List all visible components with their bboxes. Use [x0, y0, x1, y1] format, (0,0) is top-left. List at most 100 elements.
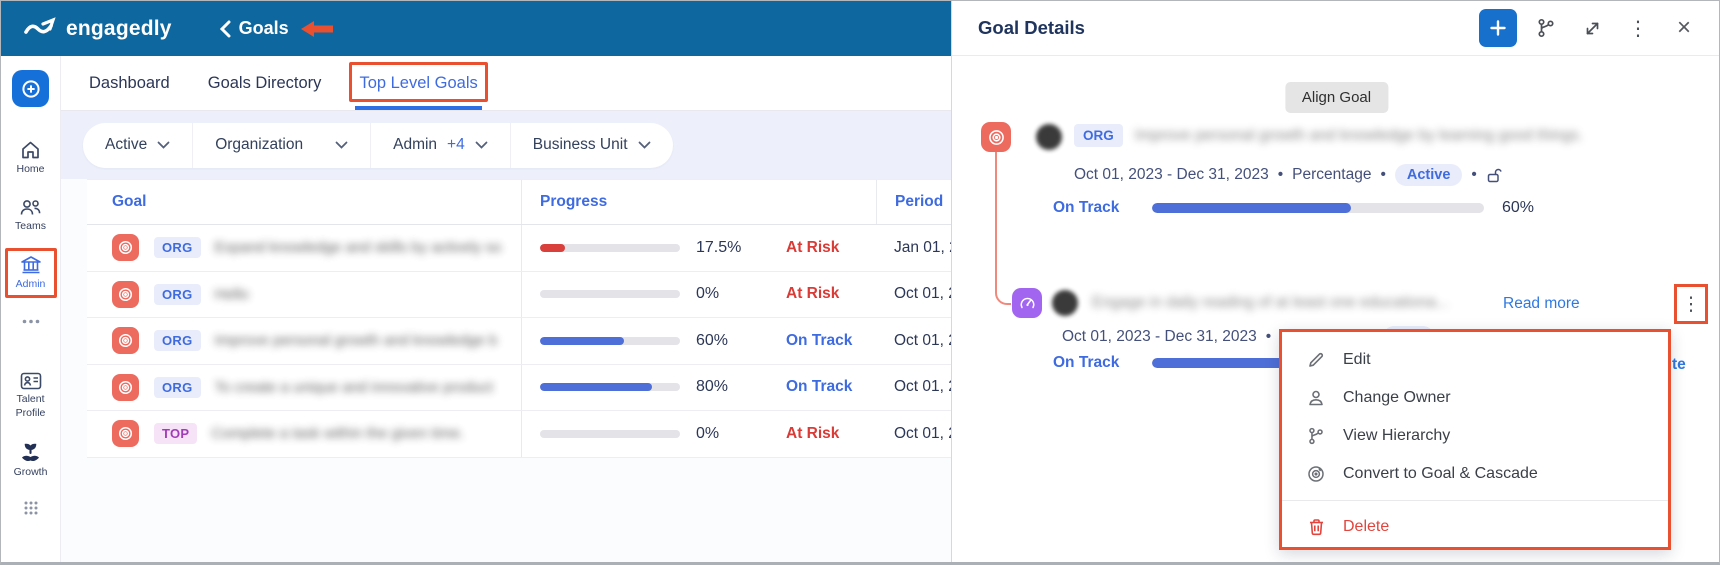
panel-title: Goal Details: [978, 17, 1085, 38]
create-button[interactable]: [12, 70, 49, 107]
menu-divider: [1282, 500, 1668, 501]
goal-target-icon: [112, 373, 139, 401]
progress-percent: 0%: [696, 285, 720, 303]
target-icon: [1306, 465, 1326, 483]
align-goal-button[interactable]: Align Goal: [1284, 82, 1389, 113]
status-label: At Risk: [786, 238, 840, 256]
close-panel-button[interactable]: ×: [1667, 11, 1701, 45]
chevron-left-icon: [219, 20, 231, 38]
key-result-gauge-icon: [1012, 288, 1042, 318]
add-goal-button[interactable]: [1479, 9, 1517, 47]
filter-level-dropdown[interactable]: Organization: [193, 122, 372, 168]
status-label: On Track: [786, 378, 853, 396]
goal-title-blurred: Hello: [214, 285, 249, 303]
sidebar-item-label: Home: [16, 163, 45, 175]
goal-title-blurred: Complete a task within the given time.: [211, 425, 465, 443]
progress-percent: 60%: [1502, 199, 1535, 216]
tab-top-level-goals[interactable]: Top Level Goals: [349, 56, 488, 110]
goal-target-icon: [112, 327, 139, 355]
menu-item-convert-to-goal[interactable]: Convert to Goal & Cascade: [1282, 455, 1668, 493]
goal-type-badge: ORG: [154, 330, 201, 352]
expand-icon: [1586, 22, 1598, 34]
filter-status-dropdown[interactable]: Active: [83, 122, 194, 168]
progress-bar: [540, 336, 680, 345]
goal-metric: Percentage: [1292, 166, 1372, 183]
read-more-link[interactable]: Read more: [1503, 295, 1580, 312]
annotation-box: ⋮: [1674, 284, 1708, 324]
panel-kebab-button[interactable]: ⋮: [1621, 11, 1655, 45]
menu-item-view-hierarchy[interactable]: View Hierarchy: [1282, 417, 1668, 455]
view-hierarchy-button[interactable]: [1529, 11, 1563, 45]
status-label: At Risk: [786, 424, 840, 442]
status-label: On Track: [1053, 199, 1120, 216]
goal-target-icon: [112, 234, 139, 262]
progress-bar: [540, 429, 680, 438]
apps-menu-button[interactable]: [5, 494, 57, 522]
plus-icon: [1490, 20, 1506, 36]
sidebar-item-home[interactable]: Home: [5, 133, 57, 183]
status-label: On Track: [1053, 354, 1120, 371]
goal-type-badge: ORG: [154, 237, 201, 259]
trash-icon: [1306, 518, 1326, 536]
admin-bank-icon: [20, 255, 42, 275]
sidebar-item-admin[interactable]: Admin: [4, 248, 57, 299]
tab-goals-directory[interactable]: Goals Directory: [207, 73, 322, 92]
goal-title-blurred: To create a unique and innovative produc…: [214, 378, 494, 396]
person-icon: [1306, 389, 1326, 407]
filter-business-unit-dropdown[interactable]: Business Unit: [511, 123, 673, 168]
period-value: Oct 01, 2: [894, 378, 951, 396]
chevron-down-icon: [157, 141, 170, 149]
top-navigation-bar: engagedly Goals: [1, 1, 951, 56]
progress-bar: [540, 243, 680, 252]
table-row[interactable]: ORG Expand knowledge and skills by activ…: [87, 225, 951, 272]
menu-item-change-owner[interactable]: Change Owner: [1282, 379, 1668, 417]
active-tab-underline: [355, 106, 482, 110]
hierarchy-icon: [1306, 427, 1326, 445]
goal-title-blurred: Expand knowledge and skills by actively …: [214, 239, 502, 257]
table-header: Goal Progress Period: [87, 180, 951, 225]
goal-type-badge: ORG: [1074, 124, 1123, 147]
status-label: At Risk: [786, 285, 840, 303]
filter-owner-dropdown[interactable]: Admin +4: [371, 122, 511, 168]
engagedly-swoosh-icon: [23, 16, 57, 41]
progress-percent: 17.5%: [696, 238, 742, 256]
table-row[interactable]: ORG To create a unique and innovative pr…: [87, 364, 951, 411]
apps-grid-icon: [24, 501, 38, 515]
sidebar-item-label: Growth: [13, 465, 48, 478]
goal-state-badge: Active: [1394, 164, 1463, 186]
pencil-icon: [1306, 351, 1326, 369]
update-link-partial[interactable]: te: [1672, 356, 1686, 373]
sidebar-item-talent-profile[interactable]: Talent Profile: [5, 365, 57, 426]
period-value: Oct 01, 2: [894, 424, 951, 442]
expand-button[interactable]: [1575, 11, 1609, 45]
engagedly-logo[interactable]: engagedly: [23, 17, 172, 41]
table-row[interactable]: ORG Hello 0% At Risk Oct 01, 2: [87, 271, 951, 318]
menu-item-delete[interactable]: Delete: [1282, 508, 1668, 546]
annotation-box: [349, 62, 488, 102]
tab-dashboard[interactable]: Dashboard: [89, 73, 170, 92]
goal-type-badge: ORG: [154, 376, 201, 398]
sidebar-item-growth[interactable]: Growth: [5, 435, 57, 486]
sidebar-item-label: Admin: [15, 278, 46, 291]
menu-item-edit[interactable]: Edit: [1282, 341, 1668, 379]
goal-title-row[interactable]: ORG Improve personal growth and knowledg…: [1074, 124, 1634, 147]
sidebar-more-button[interactable]: [5, 312, 57, 331]
status-label: On Track: [786, 331, 853, 349]
goal-title-blurred: Improve personal growth and knowledge b: [214, 332, 498, 350]
owner-avatar: [1052, 290, 1078, 316]
row-kebab-button[interactable]: ⋮: [1681, 293, 1701, 315]
subgoal-title-row[interactable]: Engage in daily reading of at least one …: [1092, 294, 1492, 312]
breadcrumb[interactable]: Goals: [219, 18, 333, 39]
sidebar-item-teams[interactable]: Teams: [5, 191, 57, 240]
goal-type-badge: TOP: [154, 423, 198, 445]
filter-extra-count: +4: [447, 136, 465, 153]
table-row[interactable]: TOP Complete a task within the given tim…: [87, 411, 951, 458]
table-row[interactable]: ORG Improve personal growth and knowledg…: [87, 318, 951, 365]
progress-bar: [1152, 203, 1484, 213]
period-value: Oct 01, 2: [894, 285, 951, 303]
goal-context-menu: Edit Change Owner View Hierarchy: [1279, 329, 1671, 550]
goal-title-blurred: Improve personal growth and knowledge by…: [1134, 126, 1583, 144]
goal-dates: Oct 01, 2023 - Dec 31, 2023: [1062, 328, 1257, 345]
goal-type-badge: ORG: [154, 283, 201, 305]
